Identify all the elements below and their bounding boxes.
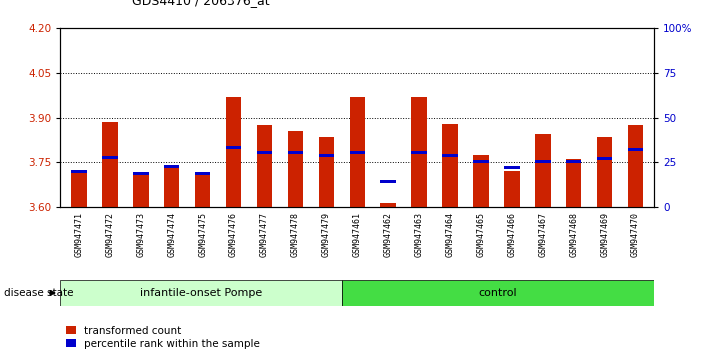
Bar xyxy=(257,151,272,154)
Bar xyxy=(474,160,488,163)
Text: GSM947478: GSM947478 xyxy=(291,212,300,257)
Bar xyxy=(628,148,643,151)
Bar xyxy=(60,280,342,306)
Text: GSM947477: GSM947477 xyxy=(260,212,269,257)
Text: GSM947461: GSM947461 xyxy=(353,212,362,257)
Text: GSM947470: GSM947470 xyxy=(631,212,640,257)
Bar xyxy=(319,154,334,157)
Bar xyxy=(380,202,396,207)
Bar xyxy=(380,180,396,183)
Bar xyxy=(535,160,550,163)
Bar xyxy=(597,137,612,207)
Text: disease state: disease state xyxy=(4,288,73,298)
Text: GSM947468: GSM947468 xyxy=(570,212,578,257)
Bar xyxy=(342,280,654,306)
Bar xyxy=(195,172,210,175)
Text: GSM947469: GSM947469 xyxy=(600,212,609,257)
Text: GSM947471: GSM947471 xyxy=(75,212,83,257)
Bar xyxy=(442,124,458,207)
Bar xyxy=(195,173,210,207)
Text: GSM947467: GSM947467 xyxy=(538,212,547,257)
Bar xyxy=(133,173,149,207)
Bar xyxy=(350,151,365,154)
Bar xyxy=(288,131,303,207)
Text: GDS4410 / 206376_at: GDS4410 / 206376_at xyxy=(132,0,269,7)
Bar xyxy=(597,157,612,160)
Legend: transformed count, percentile rank within the sample: transformed count, percentile rank withi… xyxy=(65,326,260,349)
Bar xyxy=(412,97,427,207)
Bar xyxy=(164,167,179,207)
Text: GSM947473: GSM947473 xyxy=(137,212,145,257)
Text: GSM947464: GSM947464 xyxy=(446,212,454,257)
Text: GSM947474: GSM947474 xyxy=(167,212,176,257)
Bar xyxy=(566,160,582,163)
Bar xyxy=(474,155,488,207)
Text: GSM947472: GSM947472 xyxy=(105,212,114,257)
Bar xyxy=(412,151,427,154)
Bar xyxy=(288,151,303,154)
Text: GSM947476: GSM947476 xyxy=(229,212,238,257)
Bar xyxy=(133,172,149,175)
Text: infantile-onset Pompe: infantile-onset Pompe xyxy=(140,288,262,298)
Bar xyxy=(628,125,643,207)
Text: GSM947463: GSM947463 xyxy=(415,212,424,257)
Bar xyxy=(504,171,520,207)
Bar xyxy=(71,173,87,207)
Bar xyxy=(504,166,520,169)
Text: GSM947466: GSM947466 xyxy=(508,212,516,257)
Bar xyxy=(319,137,334,207)
Bar xyxy=(164,165,179,169)
Bar xyxy=(71,170,87,173)
Text: GSM947462: GSM947462 xyxy=(384,212,392,257)
Text: GSM947465: GSM947465 xyxy=(476,212,486,257)
Text: GSM947479: GSM947479 xyxy=(322,212,331,257)
Bar xyxy=(442,154,458,157)
Bar xyxy=(102,122,117,207)
Bar xyxy=(226,97,241,207)
Bar xyxy=(350,97,365,207)
Bar xyxy=(226,146,241,149)
Bar xyxy=(102,156,117,159)
Bar xyxy=(257,125,272,207)
Text: GSM947475: GSM947475 xyxy=(198,212,207,257)
Text: control: control xyxy=(479,288,517,298)
Bar xyxy=(535,134,550,207)
Bar xyxy=(566,159,582,207)
